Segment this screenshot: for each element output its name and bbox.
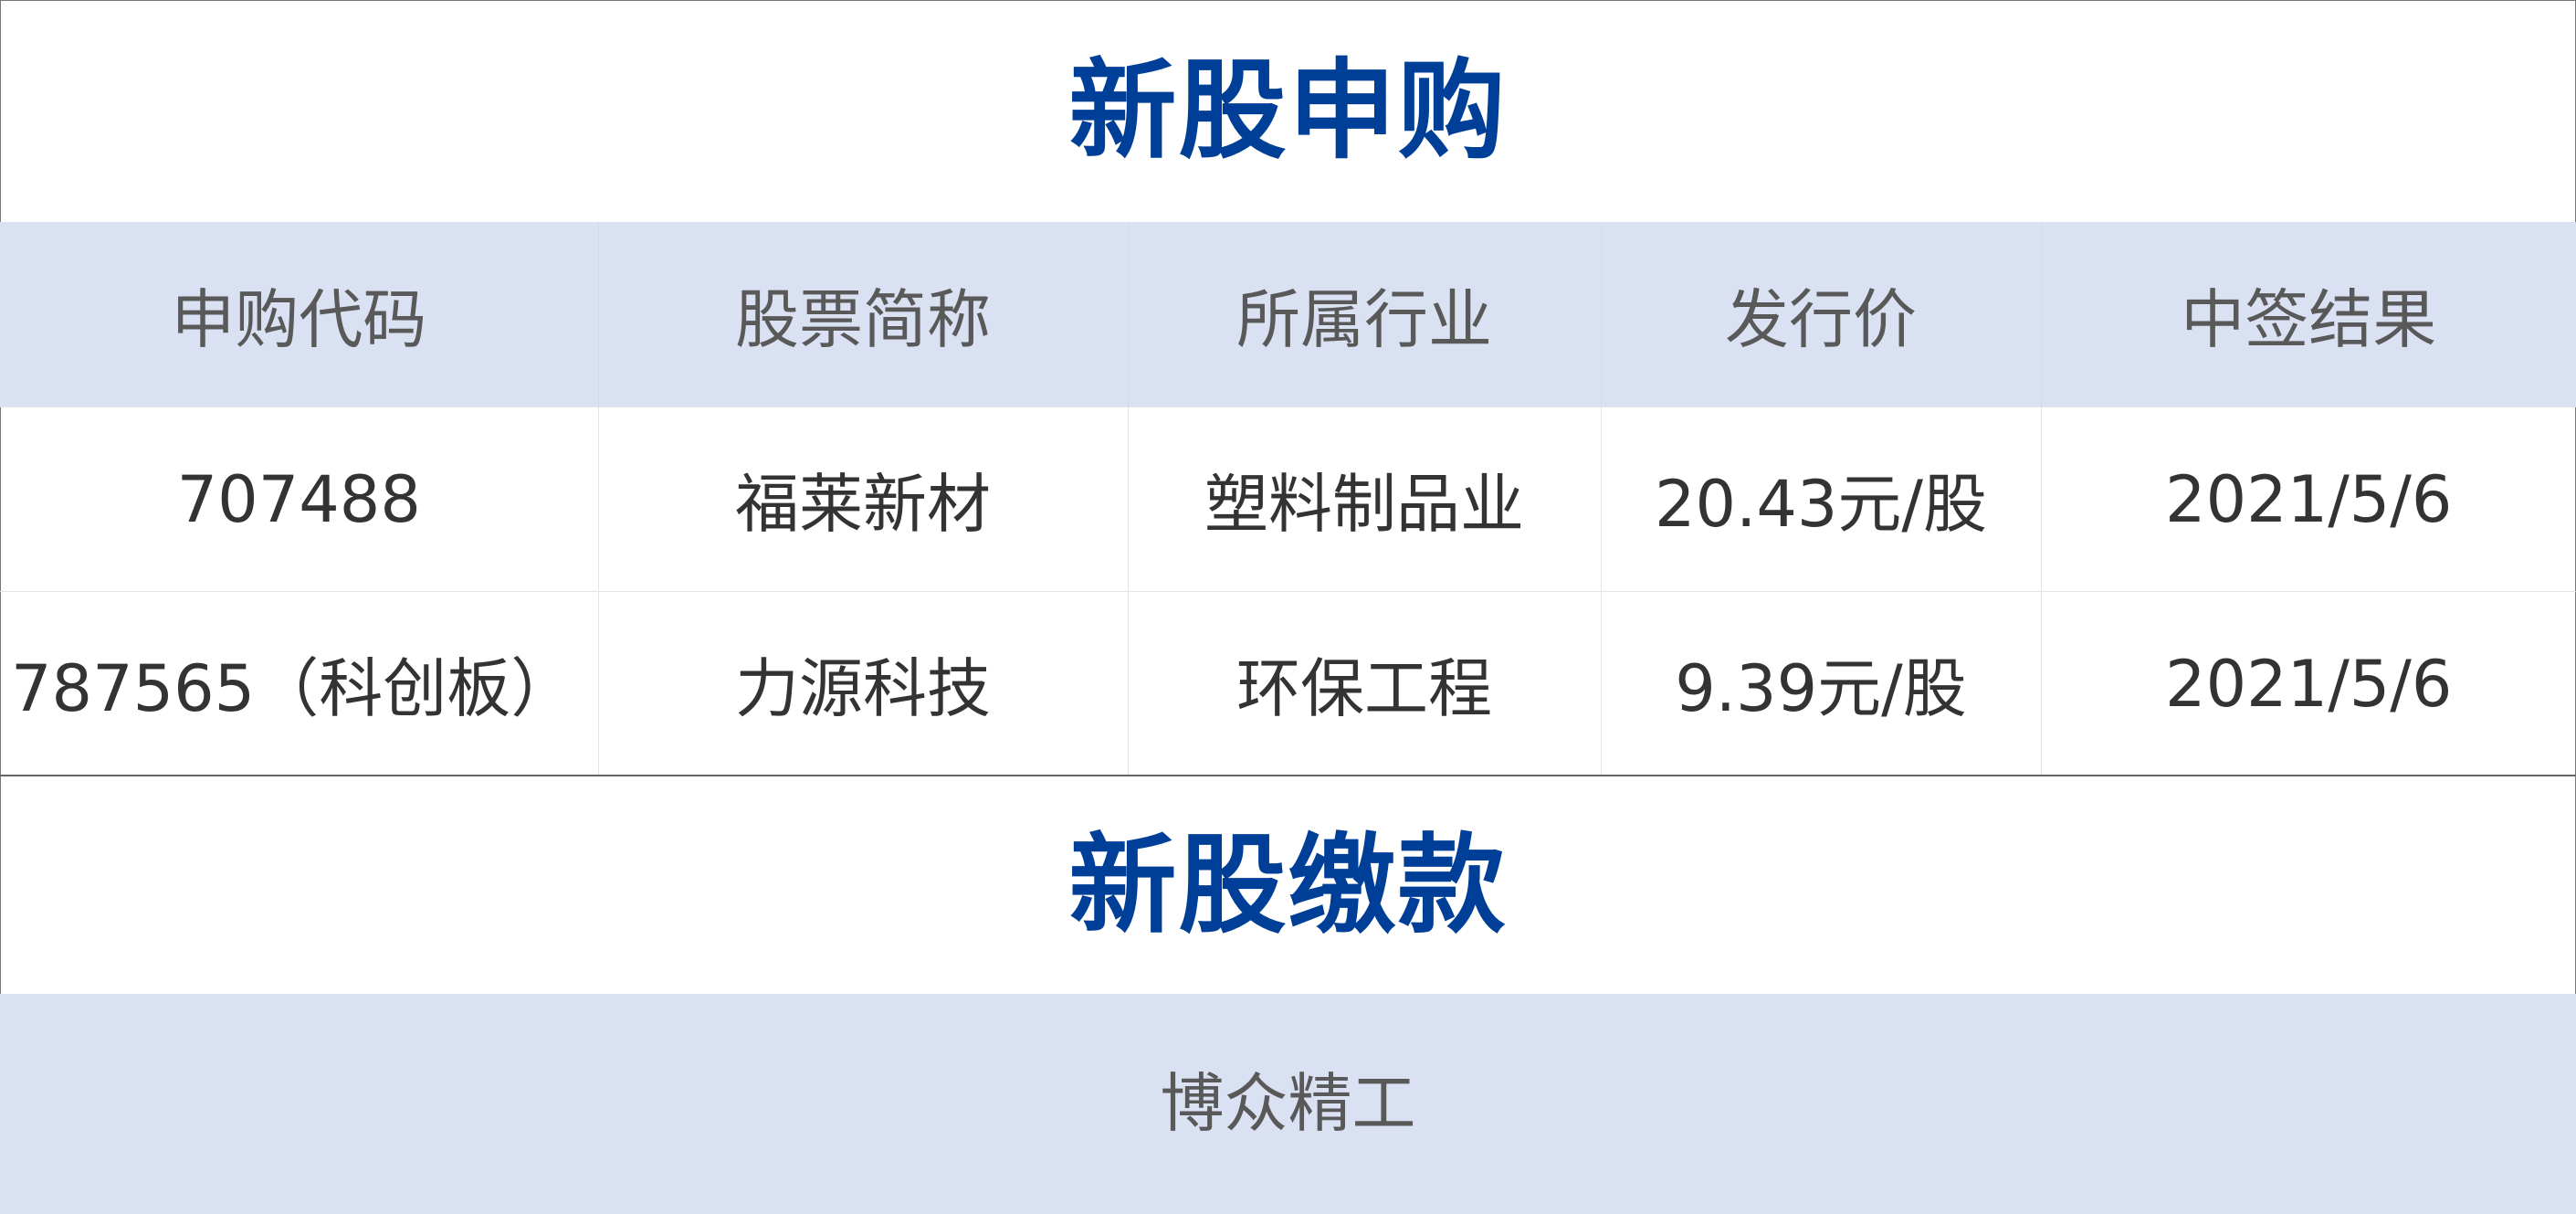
table-header: 申购代码 股票简称 所属行业 发行价 中签结果 [0,222,2576,407]
result-date-cell: 2021/5/6 [2040,591,2576,776]
section-divider [0,775,2576,776]
price-cell: 20.43元/股 [1600,406,2041,592]
column-header: 所属行业 [1127,222,1601,407]
subscription-title: 新股申购 [1068,48,1508,174]
price-cell: 9.39元/股 [1600,591,2041,776]
table-row: 787565（科创板） 力源科技 环保工程 9.39元/股 2021/5/6 [0,591,2576,776]
name-cell: 力源科技 [597,591,1128,776]
industry-cell: 环保工程 [1127,591,1601,776]
column-header: 股票简称 [597,222,1128,407]
column-header: 发行价 [1600,222,2041,407]
column-header: 申购代码 [0,222,598,407]
code-cell: 787565（科创板） [0,591,598,776]
table-row: 707488 福莱新材 塑料制品业 20.43元/股 2021/5/6 [0,406,2576,592]
result-date-cell: 2021/5/6 [2040,406,2576,592]
payment-title: 新股缴款 [1068,822,1508,948]
code-cell: 707488 [0,406,598,592]
payment-stock: 博众精工 [0,994,2576,1214]
subscription-table: 申购代码 股票简称 所属行业 发行价 中签结果 707488 福莱新材 塑料制品… [0,222,2576,776]
name-cell: 福莱新材 [597,406,1128,592]
industry-cell: 塑料制品业 [1127,406,1601,592]
column-header: 中签结果 [2040,222,2576,407]
